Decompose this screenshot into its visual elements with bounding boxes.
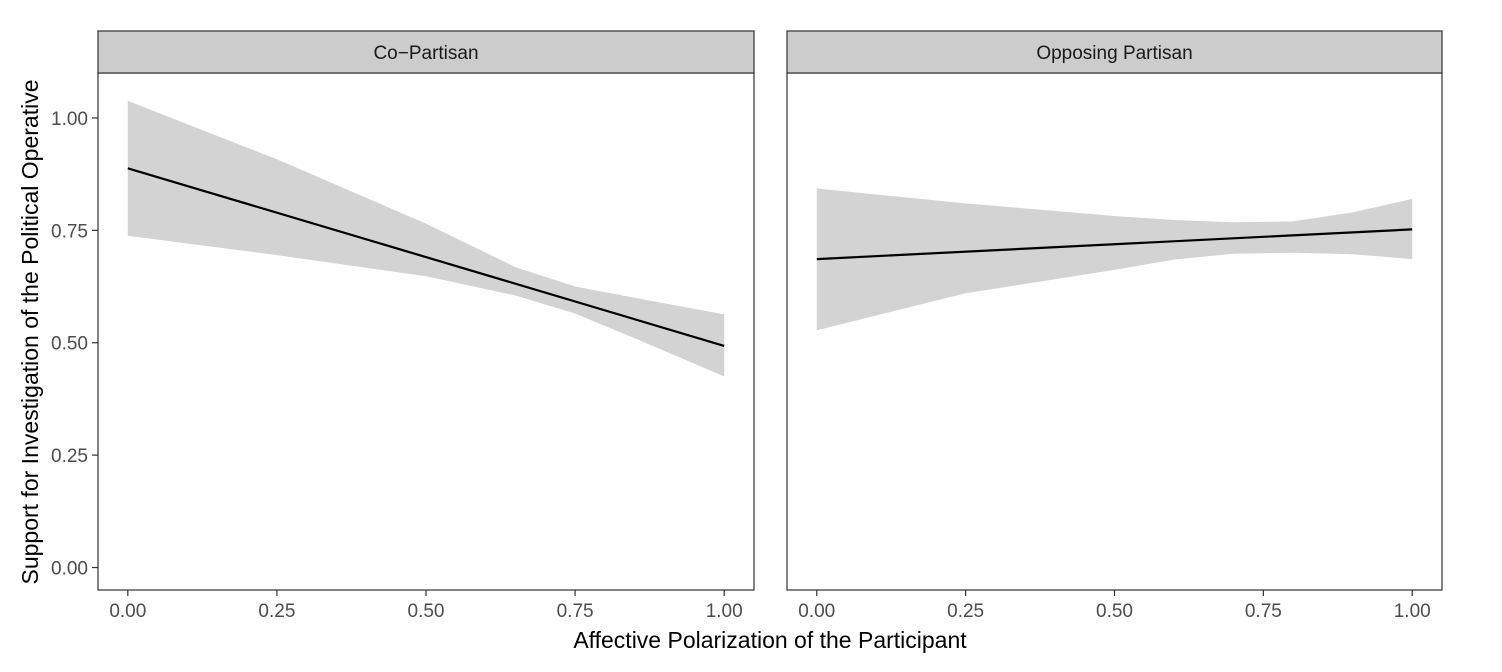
x-tick-label: 0.25 <box>947 601 984 622</box>
x-tick-label: 0.75 <box>557 601 594 622</box>
fit-line <box>127 167 725 347</box>
y-axis: 0.00 0.25 0.50 0.75 1.00 <box>51 109 98 580</box>
x-tick-label: 0.75 <box>1245 601 1282 622</box>
confidence-band <box>127 100 725 377</box>
panel-1: Co−Partisan 0.00 0.25 0.50 0.75 1.00 <box>97 30 755 622</box>
y-tick-label: 0.00 <box>51 559 88 580</box>
x-tick-label: 0.00 <box>798 601 835 622</box>
facet-strip <box>786 30 1443 74</box>
panel-2: Opposing Partisan 0.00 0.25 0.50 0.75 1.00 <box>786 30 1443 622</box>
y-axis-title: Support for Investigation of the Politic… <box>17 79 43 584</box>
y-tick-label: 0.25 <box>51 446 88 467</box>
x-tick-label: 0.00 <box>109 601 146 622</box>
y-tick-label: 0.75 <box>51 221 88 242</box>
facet-strip-label: Co−Partisan <box>373 43 478 64</box>
x-tick-label: 1.00 <box>706 601 743 622</box>
x-axis-title: Affective Polarization of the Participan… <box>573 627 967 653</box>
y-tick-label: 0.50 <box>51 334 88 355</box>
plot-background <box>787 73 1442 590</box>
fit-line <box>816 228 1413 261</box>
x-tick-label: 0.50 <box>1096 601 1133 622</box>
facet-strip <box>97 30 755 74</box>
y-tick-label: 1.00 <box>51 109 88 130</box>
facet-strip-label: Opposing Partisan <box>1036 43 1192 64</box>
x-tick-label: 1.00 <box>1394 601 1431 622</box>
x-tick-label: 0.25 <box>258 601 295 622</box>
x-tick-label: 0.50 <box>408 601 445 622</box>
confidence-band <box>816 188 1413 331</box>
